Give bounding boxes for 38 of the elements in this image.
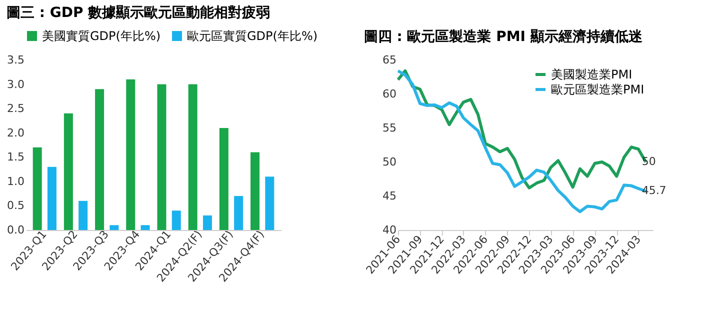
y-tick-label: 3.5 xyxy=(7,54,24,66)
bar xyxy=(110,225,119,230)
bar xyxy=(172,210,181,230)
y-tick-label: 50 xyxy=(382,156,396,168)
y-tick-label: 0.0 xyxy=(7,224,24,236)
bar xyxy=(78,200,88,230)
y-tick-label: 0.5 xyxy=(7,199,24,212)
y-tick-label: 40 xyxy=(382,224,396,236)
legend-label: 歐元區製造業PMI xyxy=(551,82,644,96)
bar xyxy=(265,176,274,230)
y-tick-label: 60 xyxy=(382,88,396,100)
y-tick-label: 45 xyxy=(382,190,396,202)
bar xyxy=(126,79,136,230)
chart-title: 圖三 : GDP 數據顯示歐元區動能相對疲弱 xyxy=(6,4,270,21)
bar xyxy=(157,84,166,230)
chart-title: 圖四 : 歐元區製造業 PMI 顯示經濟持續低迷 xyxy=(364,28,644,45)
y-tick-label: 2.0 xyxy=(7,126,24,140)
y-tick-label: 65 xyxy=(382,54,396,66)
legend-label: 美國實質GDP(年比%) xyxy=(42,29,161,43)
bar xyxy=(202,215,212,230)
y-tick-label: 2.5 xyxy=(7,102,24,116)
legend-label: 美國製造業PMI xyxy=(551,68,632,82)
y-tick-label: 55 xyxy=(382,122,396,134)
data-label: 50 xyxy=(642,155,656,168)
bar xyxy=(47,166,56,230)
legend-label: 歐元區實質GDP(年比%) xyxy=(187,29,318,43)
y-tick-label: 1.5 xyxy=(7,150,24,164)
bar xyxy=(250,152,260,230)
y-tick-label: 1.0 xyxy=(7,174,24,188)
bar xyxy=(95,89,104,230)
bar xyxy=(140,225,150,230)
data-label: 45.7 xyxy=(642,184,666,198)
bar xyxy=(32,147,42,230)
bar xyxy=(188,84,198,230)
bar xyxy=(64,113,73,230)
bar xyxy=(219,128,228,230)
y-tick-label: 3.0 xyxy=(7,78,24,91)
bar xyxy=(234,196,244,230)
